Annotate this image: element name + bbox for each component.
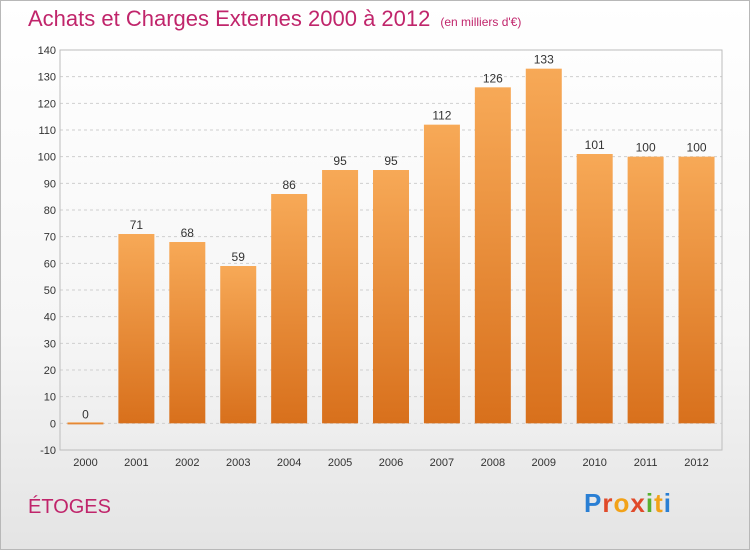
title-block: Achats et Charges Externes 2000 à 2012 (e… xyxy=(28,6,521,32)
x-tick-label-2012: 2012 xyxy=(684,457,708,469)
bar-2006 xyxy=(373,170,409,424)
chart-title: Achats et Charges Externes 2000 à 2012 xyxy=(28,6,431,31)
y-tick-label: 0 xyxy=(50,418,56,430)
y-tick-label: 40 xyxy=(44,312,56,324)
y-tick-label: 140 xyxy=(38,45,56,57)
y-tick-label: 20 xyxy=(44,365,56,377)
bar-2003 xyxy=(220,266,257,424)
data-label-2010: 101 xyxy=(585,138,605,152)
plot-border xyxy=(59,49,723,451)
y-tick-label: 100 xyxy=(38,152,56,164)
bar-2009 xyxy=(525,68,562,424)
y-tick-label: 30 xyxy=(44,338,56,350)
y-tick-label: 120 xyxy=(38,98,56,110)
data-label-2009: 133 xyxy=(534,53,554,67)
bar-2000 xyxy=(67,422,104,425)
x-tick-label-2002: 2002 xyxy=(175,457,199,469)
bar-2001 xyxy=(118,234,155,424)
bar-2012 xyxy=(678,156,715,424)
x-tick-label-2004: 2004 xyxy=(277,457,301,469)
data-label-2000: 0 xyxy=(82,407,89,421)
bar-2007 xyxy=(423,124,460,424)
bar-2011 xyxy=(627,156,664,424)
x-tick-label-2000: 2000 xyxy=(73,457,97,469)
x-tick-label-2007: 2007 xyxy=(430,457,454,469)
chart-subtitle: (en milliers d'€) xyxy=(440,15,522,29)
y-tick-label: 50 xyxy=(44,285,56,297)
y-tick-label: 110 xyxy=(38,125,56,137)
bar-2004 xyxy=(271,194,308,424)
data-label-2006: 95 xyxy=(384,154,398,168)
x-tick-label-2005: 2005 xyxy=(328,457,352,469)
x-tick-label-2011: 2011 xyxy=(634,457,658,469)
bar-2010 xyxy=(576,154,613,424)
y-tick-label: 70 xyxy=(44,232,56,244)
data-label-2011: 100 xyxy=(636,141,656,155)
x-tick-label-2006: 2006 xyxy=(379,457,403,469)
y-tick-label: 80 xyxy=(44,205,56,217)
y-tick-label: -10 xyxy=(40,445,56,457)
data-label-2002: 68 xyxy=(181,226,195,240)
x-tick-label-2010: 2010 xyxy=(582,457,606,469)
data-label-2003: 59 xyxy=(232,250,246,264)
data-label-2008: 126 xyxy=(483,71,503,85)
proxiti-logo[interactable]: Proxiti xyxy=(584,488,672,518)
data-label-2004: 86 xyxy=(282,178,296,192)
data-label-2001: 71 xyxy=(130,218,144,232)
data-label-2007: 112 xyxy=(432,109,451,123)
x-tick-label-2009: 2009 xyxy=(532,457,556,469)
bar-2005 xyxy=(322,170,359,424)
y-tick-label: 60 xyxy=(44,258,56,270)
data-label-2005: 95 xyxy=(333,154,347,168)
x-tick-label-2008: 2008 xyxy=(481,457,505,469)
x-tick-label-2003: 2003 xyxy=(226,457,250,469)
bar-2002 xyxy=(169,242,206,424)
y-tick-label: 130 xyxy=(38,72,56,84)
bar-2008 xyxy=(474,87,511,424)
y-tick-label: 10 xyxy=(44,392,56,404)
data-label-2012: 100 xyxy=(687,141,707,155)
y-tick-label: 90 xyxy=(44,178,56,190)
x-tick-label-2001: 2001 xyxy=(124,457,148,469)
commune-name: ÉTOGES xyxy=(28,496,111,518)
